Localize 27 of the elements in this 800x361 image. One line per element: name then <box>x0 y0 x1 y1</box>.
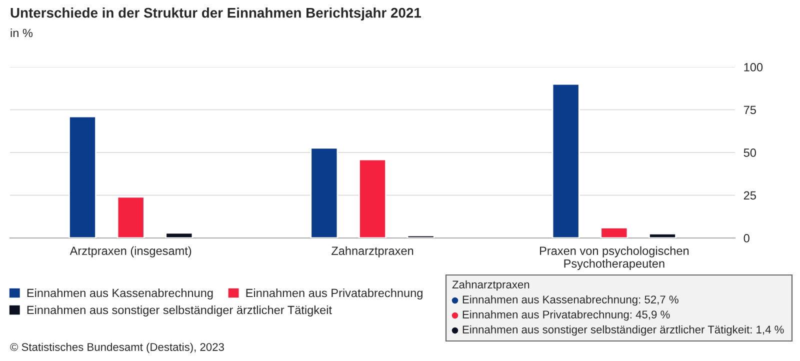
text: Zahnarztpraxen <box>452 280 530 291</box>
y-tick-label: 0 <box>744 234 750 242</box>
chart-subtitle: in % <box>10 28 33 38</box>
x-tick-label: Zahnarztpraxen <box>332 246 414 258</box>
y-tick-label: 50 <box>744 148 756 157</box>
bar <box>600 227 628 238</box>
x-tick-label: Arztpraxen (insgesamt) <box>70 246 192 258</box>
legend-label: Einnahmen aus sonstiger selbständiger ärztlicher Tätigkeit <box>27 305 332 316</box>
legend-label: Einnahmen aus Kassenabrechnung <box>27 288 213 300</box>
bar <box>310 147 338 238</box>
y-tick-label: 100 <box>744 63 763 72</box>
y-tick-label: 25 <box>744 191 756 200</box>
bar <box>648 233 676 238</box>
x-tick-label: Praxen von psychologischen Psychotherapeuten <box>540 246 689 270</box>
text: Einnahmen aus Kassenabrechnung: 52,7 % <box>462 295 678 306</box>
bar <box>406 234 435 238</box>
y-tick-label: 75 <box>744 106 756 114</box>
text: Einnahmen aus Privatabrechnung: 45,9 % <box>462 310 670 321</box>
bar <box>165 232 194 238</box>
text: © Statistisches Bundesamt (Destatis), 2023 <box>10 342 224 354</box>
bar <box>358 158 386 238</box>
bar <box>116 196 145 238</box>
legend-label: Einnahmen aus Privatabrechnung <box>246 288 422 300</box>
chart-title: Unterschiede in der Struktur der Einnahmen Berichtsjahr 2021 <box>10 8 422 20</box>
bar <box>552 83 580 238</box>
bar <box>68 116 96 238</box>
text: Einnahmen aus sonstiger selbständiger ärztlicher Tätigkeit: 1,4 % <box>462 325 784 336</box>
